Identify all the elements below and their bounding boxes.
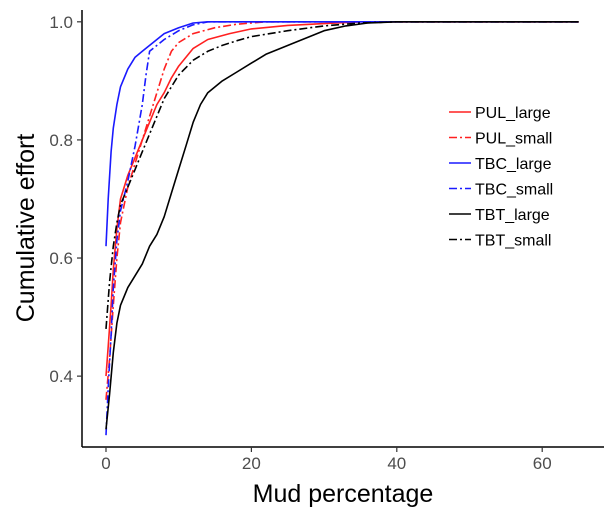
series-line-tbc-large (105, 21, 579, 247)
y-tick-label: 0.6 (49, 249, 73, 268)
legend: PUL_large PUL_small TBC_large TBC_small TBT_… (449, 105, 553, 250)
legend-label: PUL_large (475, 105, 551, 122)
x-tick-label: 0 (101, 454, 110, 473)
x-tick-label: 20 (242, 454, 261, 473)
series-line-pul-small (105, 21, 579, 400)
series-line-tbt-small (105, 21, 579, 329)
legend-label: TBT_large (475, 207, 550, 224)
legend-label: TBT_small (475, 233, 551, 250)
x-tick-label: 40 (387, 454, 406, 473)
y-axis-title: Cumulative effort (12, 134, 40, 323)
series-line-tbt-large (105, 21, 579, 430)
legend-label: TBC_small (475, 182, 553, 199)
series-line-pul-large (105, 21, 579, 377)
series-layer (105, 21, 579, 436)
x-axis-ticks: 0 20 40 60 (101, 447, 552, 473)
series-line-tbc-small (105, 21, 579, 436)
y-tick-label: 0.8 (49, 131, 73, 150)
y-tick-label: 0.4 (49, 367, 73, 386)
y-axis-ticks: 0.4 0.6 0.8 1.0 (49, 13, 82, 386)
x-tick-label: 60 (533, 454, 552, 473)
x-axis-title: Mud percentage (253, 480, 434, 508)
y-tick-label: 1.0 (49, 13, 73, 32)
legend-label: TBC_large (475, 156, 552, 173)
legend-label: PUL_small (475, 131, 552, 148)
